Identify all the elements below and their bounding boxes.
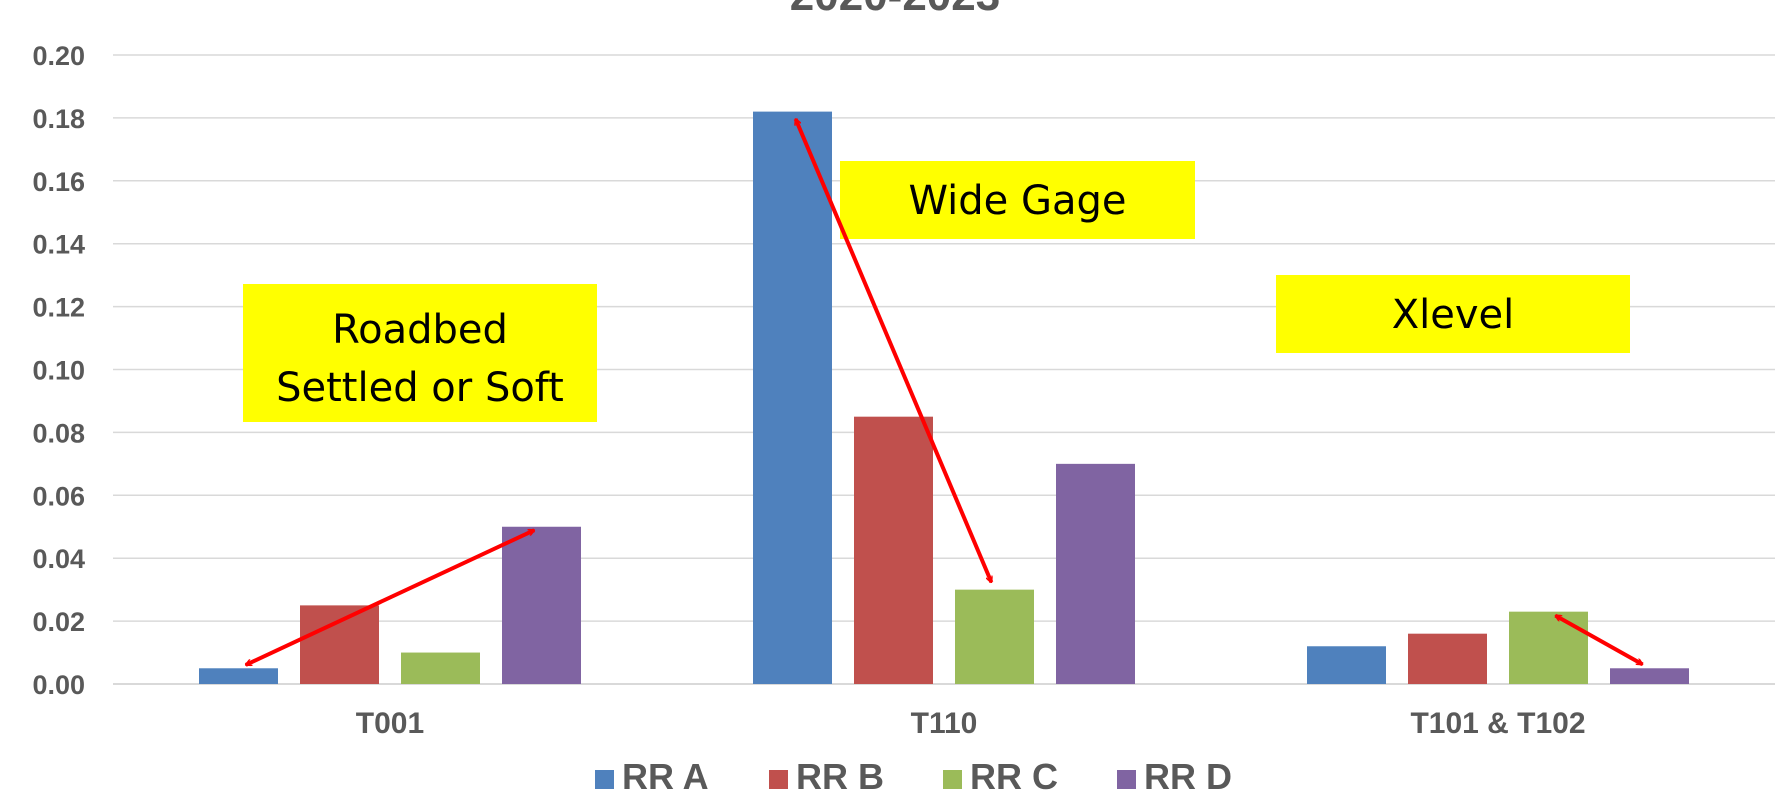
legend-swatch	[1117, 770, 1136, 789]
bar-rr-c-t001	[401, 652, 480, 684]
annotation-text: Wide Gage	[908, 178, 1126, 224]
legend-item: RR C	[943, 756, 1058, 797]
bar-rr-d-t110	[1056, 463, 1135, 684]
annotations: Roadbed Settled or Soft Wide Gage Xlevel	[243, 119, 1643, 667]
x-axis-category-labels: T001 T110 T101 & T102	[356, 707, 1586, 740]
x-category-label: T101 & T102	[1410, 707, 1585, 740]
legend-item: RR D	[1117, 756, 1232, 797]
legend-item: RR A	[595, 756, 709, 797]
y-tick-label: 0.20	[32, 41, 85, 71]
legend-label: RR D	[1144, 756, 1232, 797]
bar-rr-b-t001	[300, 605, 379, 684]
y-tick-label: 0.16	[32, 167, 85, 197]
bar-rr-d-t101-t102	[1610, 668, 1689, 684]
legend-label: RR A	[622, 756, 709, 797]
bar-rr-a-t110	[753, 111, 832, 685]
x-category-label: T001	[356, 707, 424, 740]
legend-item: RR B	[769, 756, 884, 797]
y-tick-label: 0.18	[32, 104, 85, 134]
bar-rr-a-t101-t102	[1307, 646, 1386, 684]
annotation-arrow	[1555, 613, 1642, 667]
y-tick-label: 0.04	[32, 544, 85, 574]
y-axis-tick-labels: 0.00 0.02 0.04 0.06 0.08 0.10 0.12 0.14 0.16 0.18…	[32, 41, 85, 700]
annotation-text: Xlevel	[1392, 292, 1515, 338]
y-tick-label: 0.00	[32, 670, 85, 700]
annotation-callout: Roadbed Settled or Soft	[243, 284, 597, 422]
y-tick-label: 0.02	[32, 607, 85, 637]
bar-rr-d-t001	[502, 526, 581, 684]
annotation-callout: Wide Gage	[840, 161, 1195, 239]
annotation-text: Settled or Soft	[276, 365, 564, 411]
legend-label: RR C	[970, 756, 1058, 797]
annotation-callout: Xlevel	[1276, 275, 1630, 353]
legend-swatch	[769, 770, 788, 789]
legend-swatch	[943, 770, 962, 789]
annotation-text: Roadbed	[332, 307, 508, 353]
y-tick-label: 0.14	[32, 230, 85, 260]
annotation-box	[243, 284, 597, 422]
chart-title: 2020-2023	[790, 0, 1000, 20]
x-category-label: T110	[911, 707, 978, 740]
y-tick-label: 0.12	[32, 293, 85, 323]
legend-swatch	[595, 770, 614, 789]
annotation-arrow	[246, 528, 535, 667]
bar-rr-c-t110	[955, 589, 1034, 684]
y-tick-label: 0.06	[32, 481, 85, 511]
bar-rr-b-t110	[854, 416, 933, 684]
legend: RR A RR B RR C RR D	[595, 756, 1232, 797]
bar-rr-a-t001	[199, 668, 278, 684]
annotation-arrow	[793, 119, 994, 582]
legend-label: RR B	[796, 756, 884, 797]
y-tick-label: 0.10	[32, 356, 85, 386]
bar-rr-c-t101-t102	[1509, 611, 1588, 684]
bar-rr-b-t101-t102	[1408, 633, 1487, 684]
y-tick-label: 0.08	[32, 418, 85, 448]
annotation-box	[1276, 275, 1630, 353]
